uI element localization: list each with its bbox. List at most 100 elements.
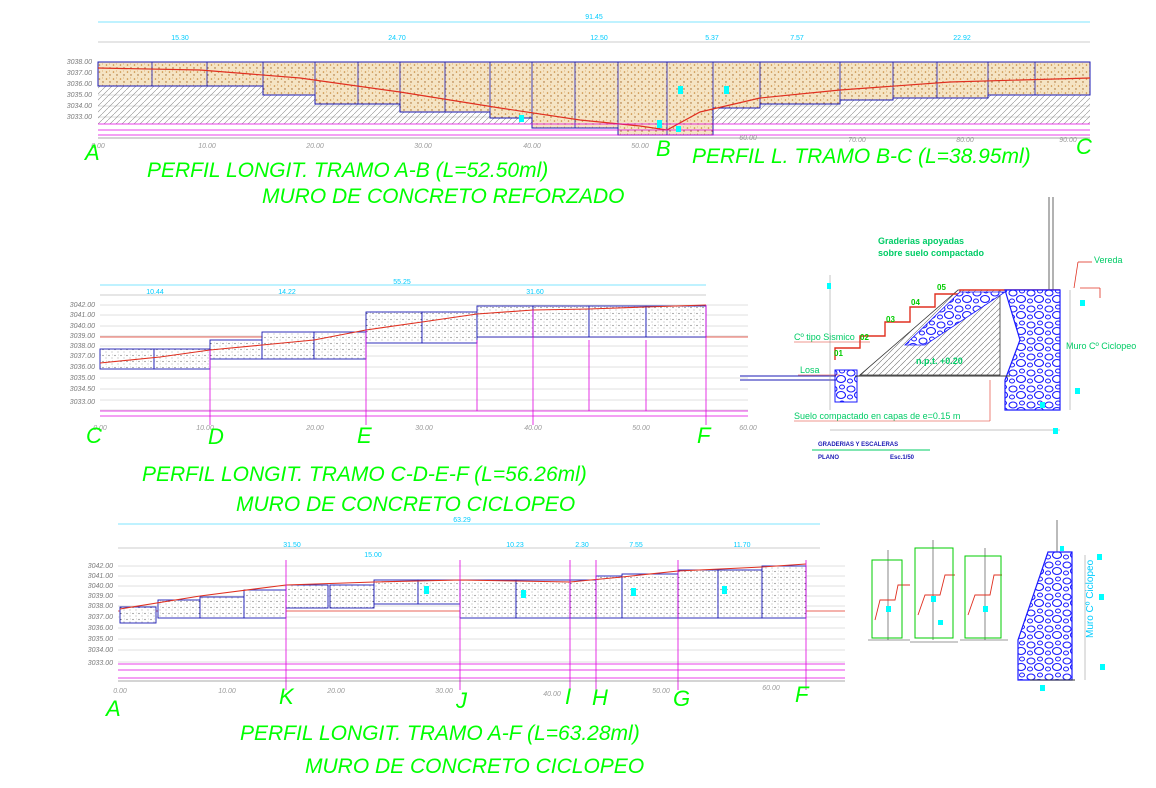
elev-label: 3033.00 xyxy=(67,114,92,121)
plano-label: PLANO xyxy=(818,455,839,461)
elev-label: 3037.00 xyxy=(67,70,92,77)
elev-label: 3033.00 xyxy=(70,399,95,406)
dim-total: 63.29 xyxy=(453,517,471,524)
subtitle-tramo-a-b: MURO DE CONCRETO REFORZADO xyxy=(262,185,624,208)
elev-label: 3036.00 xyxy=(88,625,113,632)
vereda-label: Vereda xyxy=(1094,255,1123,265)
elev-label: 3041.00 xyxy=(70,312,95,319)
wall-label: Muro Cº Ciclopeo xyxy=(1085,559,1096,638)
dim-segment: 31.60 xyxy=(526,289,544,296)
dim-segment: 7.57 xyxy=(790,35,804,42)
detail-sections xyxy=(868,540,1008,643)
dim-total: 91.45 xyxy=(585,14,603,21)
profile-a-f: 63.29 31.50 15.00 10.23 2.30 7.55 11.70 xyxy=(88,517,845,778)
step-tag: 01 xyxy=(834,349,843,358)
escala-label: Esc.1/50 xyxy=(890,455,915,461)
tick-label: 40.00 xyxy=(543,691,561,698)
point-label-k: K xyxy=(279,684,295,709)
elev-label: 3038.00 xyxy=(67,59,92,66)
step-tag: 03 xyxy=(886,315,895,324)
elev-label: 3038.00 xyxy=(88,603,113,610)
dim-segment: 24.70 xyxy=(388,35,406,42)
profile-c-d-e-f: 55.25 10.44 14.22 31.60 xyxy=(70,279,757,516)
elev-label: 3034.00 xyxy=(88,647,113,654)
point-label-f: F xyxy=(795,682,810,707)
elev-label: 3042.00 xyxy=(70,302,95,309)
elev-label: 3035.00 xyxy=(70,375,95,382)
tick-label: 50.00 xyxy=(632,425,650,432)
dim-segment: 5.37 xyxy=(705,35,719,42)
caption-graderias: GRADERIAS Y ESCALERAS xyxy=(818,442,898,448)
dim-segment: 14.22 xyxy=(278,289,296,296)
tick-label: 0.00 xyxy=(93,425,107,432)
elev-label: 3037.00 xyxy=(88,614,113,621)
dim-segment: 22.92 xyxy=(953,35,971,42)
distance-ticks: 0.00 10.00 20.00 30.00 40.00 50.00 60.00 xyxy=(93,425,757,432)
elev-label: 3034.50 xyxy=(70,386,95,393)
point-label-a: A xyxy=(83,140,100,165)
segment-dims: 15.30 24.70 12.50 5.37 7.57 22.92 xyxy=(171,35,971,42)
distance-ticks: 0.00 10.00 20.00 30.00 40.00 50.00 60.00 xyxy=(113,685,780,698)
losa-label: Losa xyxy=(800,365,820,375)
dim-segment: 10.44 xyxy=(146,289,164,296)
tick-label: 70.00 xyxy=(848,137,866,144)
elev-label: 3041.00 xyxy=(88,573,113,580)
tick-label: 30.00 xyxy=(415,425,433,432)
point-label-c: C xyxy=(86,423,102,448)
elev-label: 3039.00 xyxy=(88,593,113,600)
title-tramo-a-b: PERFIL LONGIT. TRAMO A-B (L=52.50ml) xyxy=(147,159,548,182)
tick-label: 0.00 xyxy=(91,143,105,150)
elevation-labels: 3042.00 3041.00 3040.00 3039.00 3038.00 … xyxy=(70,302,95,406)
title-tramo-a-f: PERFIL LONGIT. TRAMO A-F (L=63.28ml) xyxy=(240,722,640,745)
distance-ticks: 0.00 10.00 20.00 30.00 40.00 50.00 60.00… xyxy=(91,135,1077,150)
elev-label: 3034.00 xyxy=(67,103,92,110)
point-label-g: G xyxy=(673,686,690,711)
point-label-d: D xyxy=(208,424,224,449)
level-label: n.p.t. +0.20 xyxy=(916,356,963,366)
point-label-f: F xyxy=(697,423,712,448)
step-tag: 05 xyxy=(937,283,946,292)
elev-label: 3037.00 xyxy=(70,353,95,360)
tick-label: 40.00 xyxy=(524,425,542,432)
dim-segment: 31.50 xyxy=(283,542,301,549)
title-tramo-b-c: PERFIL L. TRAMO B-C (L=38.95ml) xyxy=(692,145,1031,168)
step-tag: 04 xyxy=(911,298,920,307)
tick-label: 20.00 xyxy=(326,688,345,695)
detail-graderias: Graderias apoyadas sobre suelo compactad… xyxy=(740,197,1136,461)
detail-title-line1: Graderias apoyadas xyxy=(878,236,964,246)
subtitle-tramo-c-d-e-f: MURO DE CONCRETO CICLOPEO xyxy=(236,493,575,516)
tick-label: 60.00 xyxy=(739,425,757,432)
point-label-h: H xyxy=(592,685,608,710)
dim-segment: 15.30 xyxy=(171,35,189,42)
dim-segment: 12.50 xyxy=(590,35,608,42)
step-tag: 02 xyxy=(860,333,869,342)
dim-segment: 11.70 xyxy=(734,542,751,549)
dim-segment: 2.30 xyxy=(575,542,589,549)
tick-label: 60.00 xyxy=(739,135,757,142)
elev-label: 3040.00 xyxy=(70,323,95,330)
detail-title-line2: sobre suelo compactado xyxy=(878,248,985,258)
detail-wall: Muro Cº Ciclopeo xyxy=(1017,520,1105,691)
tick-label: 40.00 xyxy=(523,143,541,150)
dim-segment: 7.55 xyxy=(629,542,643,549)
tick-label: 20.00 xyxy=(305,143,324,150)
point-label-e: E xyxy=(357,423,372,448)
profile-a-b-c: 91.45 15.30 24.70 12.50 5.37 7.57 22.92 xyxy=(67,14,1092,208)
tick-label: 0.00 xyxy=(113,688,127,695)
elev-label: 3039.00 xyxy=(70,333,95,340)
point-label-i: I xyxy=(565,684,571,709)
tick-label: 90.00 xyxy=(1059,137,1077,144)
elevation-labels: 3038.00 3037.00 3036.00 3035.00 3034.00 … xyxy=(67,59,92,121)
elev-label: 3036.00 xyxy=(70,364,95,371)
tick-label: 10.00 xyxy=(218,688,236,695)
elev-label: 3035.00 xyxy=(88,636,113,643)
point-label-c: C xyxy=(1076,134,1092,159)
tick-label: 50.00 xyxy=(652,688,670,695)
elev-label: 3042.00 xyxy=(88,563,113,570)
point-label-b: B xyxy=(656,136,671,161)
elev-label: 3036.00 xyxy=(67,81,92,88)
elev-label: 3035.00 xyxy=(67,92,92,99)
tick-label: 80.00 xyxy=(956,137,974,144)
dim-segment: 10.23 xyxy=(506,542,524,549)
